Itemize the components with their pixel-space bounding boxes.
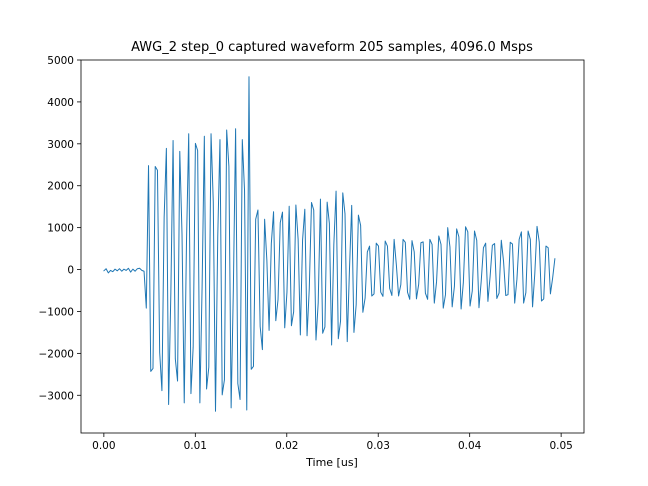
x-axis-ticks: 0.00 0.01 0.02 0.03 0.04 0.05 — [92, 433, 573, 452]
y-tick-label: −3000 — [38, 390, 74, 402]
axes-frame — [80, 59, 585, 434]
waveform-line — [103, 76, 556, 412]
y-tick-label: −1000 — [38, 306, 74, 318]
x-tick-label: 0.01 — [184, 440, 207, 452]
x-tick-label: 0.00 — [92, 440, 115, 452]
y-tick-label: 3000 — [47, 139, 74, 151]
x-tick-label: 0.02 — [275, 440, 298, 452]
y-tick-label: 4000 — [47, 97, 74, 109]
y-tick-label: −2000 — [38, 348, 74, 360]
plot-area — [80, 59, 585, 434]
x-tick-label: 0.05 — [549, 440, 572, 452]
x-axis-label: Time [us] — [305, 456, 358, 469]
x-tick-label: 0.04 — [458, 440, 482, 452]
x-tick-label: 0.03 — [367, 440, 390, 452]
y-tick-label: 2000 — [47, 181, 74, 193]
y-axis-ticks: −3000 −2000 −1000 0 1000 2000 3000 4000 5000 — [38, 55, 81, 402]
y-tick-label: 0 — [67, 265, 74, 277]
chart-title: AWG_2 step_0 captured waveform 205 sampl… — [131, 40, 533, 55]
y-tick-label: 1000 — [47, 223, 74, 235]
y-tick-label: 5000 — [47, 55, 74, 67]
